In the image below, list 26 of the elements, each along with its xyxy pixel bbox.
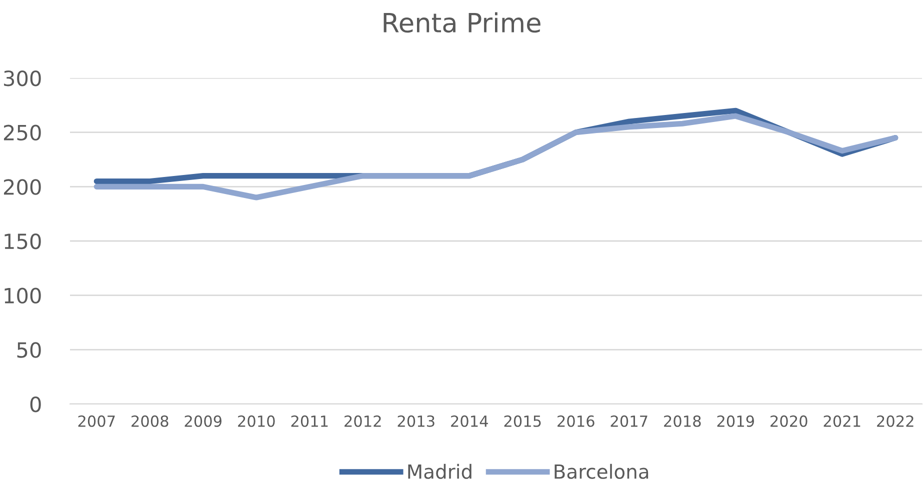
x-tick-label: 2016 — [558, 415, 594, 427]
y-tick-label: 300 — [4, 70, 41, 86]
y-tick-label: 50 — [17, 342, 41, 358]
y-tick-label: 150 — [4, 233, 41, 250]
x-tick-label: 2014 — [451, 415, 488, 427]
x-tick-label: 2019 — [717, 415, 754, 427]
x-tick-label: 2007 — [78, 415, 115, 427]
x-tick-label: 2009 — [184, 415, 222, 427]
x-tick-label: 2020 — [770, 415, 808, 427]
x-tick-label: 2010 — [238, 415, 275, 427]
chart-title: Renta Prime — [384, 12, 540, 33]
x-tick-label: 2018 — [664, 415, 701, 427]
x-tick-label: 2013 — [398, 415, 434, 427]
x-tick-label: 2015 — [504, 415, 541, 427]
y-tick-label: 100 — [4, 288, 41, 304]
x-tick-label: 2011 — [291, 415, 328, 427]
y-tick-label: 0 — [30, 396, 41, 412]
x-tick-label: 2021 — [824, 415, 860, 427]
y-tick-label: 200 — [4, 179, 41, 195]
legend-label: Madrid — [408, 464, 472, 479]
x-tick-label: 2022 — [877, 415, 914, 427]
x-tick-label: 2017 — [610, 415, 648, 427]
legend-label: Barcelona — [554, 464, 648, 479]
y-tick-label: 250 — [4, 124, 41, 141]
x-tick-label: 2012 — [344, 415, 381, 427]
x-tick-label: 2008 — [132, 415, 168, 427]
